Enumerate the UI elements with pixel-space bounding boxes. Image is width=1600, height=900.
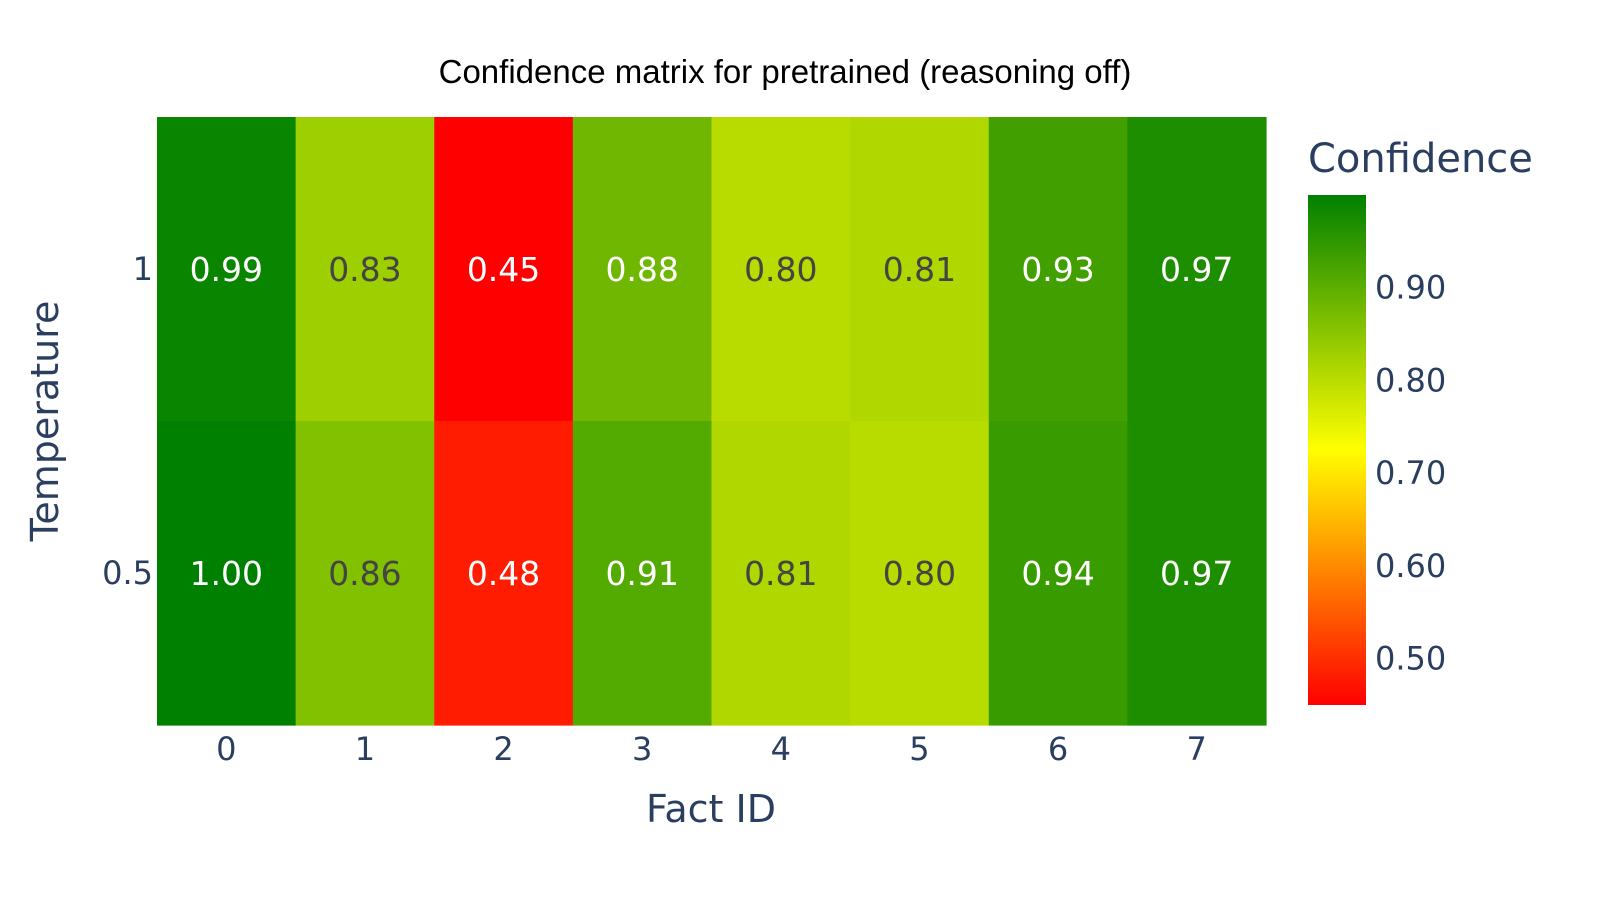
- colorbar-tick-label-4: 0.50: [1375, 640, 1446, 678]
- colorbar-tick-label-0: 0.90: [1375, 269, 1446, 307]
- heatmap-cell-label-r0-c4: 0.80: [744, 250, 817, 289]
- heatmap-cell-label-r1-c2: 0.48: [467, 554, 540, 593]
- x-tick-label-7: 7: [1187, 730, 1207, 768]
- heatmap-cell-r1-c3: [572, 421, 713, 726]
- heatmap-cell-r0-c1: [295, 117, 435, 422]
- heatmap-cell-r1-c7: [1127, 421, 1267, 726]
- heatmap-cell-r0-c2: [434, 117, 574, 422]
- heatmap-cell-r0-c0: [157, 117, 297, 422]
- colorbar-title: Confidence: [1308, 136, 1533, 182]
- heatmap-cell-label-r0-c0: 0.99: [190, 250, 263, 289]
- heatmap-cell-label-r1-c5: 0.80: [883, 554, 956, 593]
- colorbar-ticks: 0.90 0.80 0.70 0.60 0.50: [1375, 269, 1446, 678]
- y-axis-ticks: 10.5: [102, 250, 153, 592]
- heatmap-cell-r0-c6: [988, 117, 1128, 422]
- heatmap-cell-label-r0-c6: 0.93: [1021, 250, 1094, 289]
- heatmap-cell-r1-c2: [434, 421, 574, 726]
- heatmap-cell-label-r1-c4: 0.81: [744, 554, 817, 593]
- heatmap-cell-r1-c5: [850, 421, 990, 726]
- colorbar-tick-label-1: 0.80: [1375, 361, 1446, 399]
- x-axis-title: Fact ID: [646, 787, 776, 831]
- heatmap-cell-label-r1-c0: 1.00: [190, 554, 263, 593]
- y-tick-label-0: 1: [133, 250, 153, 288]
- x-tick-label-2: 2: [493, 730, 513, 768]
- heatmap-cell-label-r1-c3: 0.91: [605, 554, 678, 593]
- chart-title: Confidence matrix for pretrained (reason…: [439, 53, 1132, 90]
- heatmap-cell-r1-c6: [988, 421, 1128, 726]
- x-tick-label-0: 0: [216, 730, 236, 768]
- heatmap-cell-label-r1-c1: 0.86: [328, 554, 401, 593]
- heatmap-cell-r0-c7: [1127, 117, 1267, 422]
- colorbar-tick-label-3: 0.60: [1375, 547, 1446, 585]
- heatmap-cell-r1-c1: [295, 421, 435, 726]
- colorbar-tick-label-2: 0.70: [1375, 454, 1446, 492]
- heatmap-cell-r1-c0: [157, 421, 297, 726]
- colorbar: [1308, 195, 1366, 705]
- heatmap-cell-label-r0-c2: 0.45: [467, 250, 540, 289]
- heatmap-cell-label-r0-c7: 0.97: [1160, 250, 1233, 289]
- x-tick-label-5: 5: [909, 730, 929, 768]
- heatmap-cell-labels: 0.99 0.83 0.45 0.88 0.80 0.81 0.93 0.97 1.00 0.86…: [190, 250, 1234, 593]
- heatmap-cells: [157, 117, 1267, 726]
- y-tick-label-1: 0.5: [102, 554, 153, 592]
- x-tick-label-4: 4: [771, 730, 791, 768]
- heatmap-cell-label-r1-c7: 0.97: [1160, 554, 1233, 593]
- heatmap-cell-r0-c3: [572, 117, 713, 422]
- heatmap-cell-r0-c5: [850, 117, 990, 422]
- heatmap-cell-label-r0-c5: 0.81: [883, 250, 956, 289]
- x-axis-ticks: 0 1 2 3 4 5 6 7: [216, 730, 1207, 768]
- y-axis-title: Temperature: [23, 301, 67, 543]
- heatmap-cell-r1-c4: [711, 421, 851, 726]
- x-tick-label-6: 6: [1048, 730, 1068, 768]
- x-tick-label-1: 1: [355, 730, 375, 768]
- heatmap-cell-label-r0-c3: 0.88: [605, 250, 678, 289]
- heatmap-cell-r0-c4: [711, 117, 851, 422]
- heatmap-cell-label-r1-c6: 0.94: [1021, 554, 1094, 593]
- heatmap-cell-label-r0-c1: 0.83: [328, 250, 401, 289]
- x-tick-label-3: 3: [632, 730, 652, 768]
